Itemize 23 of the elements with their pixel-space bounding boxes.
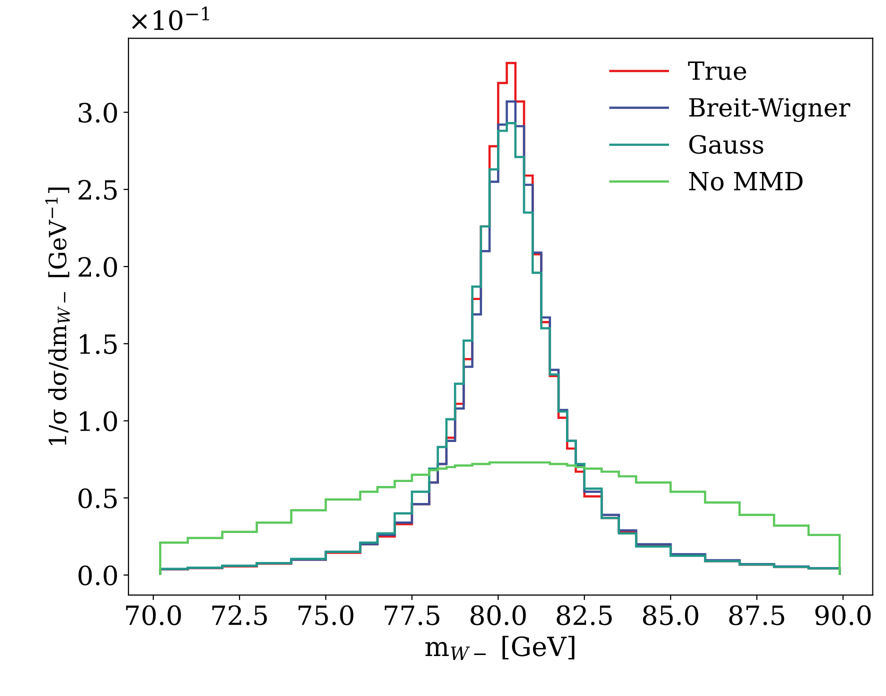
- y-tick-label: 2.5: [78, 180, 117, 200]
- y-tick-label: 0.0: [78, 565, 117, 586]
- x-tick-label: 85.0: [643, 605, 698, 626]
- legend-label: No MMD: [689, 172, 803, 191]
- x-tick-label: 70.0: [126, 605, 181, 626]
- x-tick-label: 87.5: [729, 605, 784, 626]
- x-tick-label: 75.0: [298, 605, 354, 626]
- legend-label: True: [688, 62, 746, 80]
- y-tick-label: 0.5: [78, 488, 117, 508]
- text: ×10$^{−1}$: [132, 6, 210, 30]
- x-tick-label: 82.5: [556, 605, 612, 626]
- y-tick-label: 1.0: [80, 411, 117, 432]
- y-tick-label: 2.0: [78, 256, 117, 277]
- x-tick-label: 80.0: [470, 605, 526, 626]
- y-tick-label: 3.0: [78, 102, 117, 123]
- legend-label: Breit-Wigner: [689, 98, 850, 122]
- x-tick-label: 77.5: [384, 606, 440, 626]
- x-tick-label: 72.5: [212, 605, 267, 626]
- y-tick-label: 1.5: [80, 334, 117, 354]
- legend-label: Gauss: [689, 134, 764, 154]
- x-tick-label: 90.0: [815, 605, 871, 626]
- x-axis-title: m$_{W−}$ [GeV]: [425, 636, 574, 660]
- y-axis-title: 1/σ dσ/dm$_{W−}$ [GeV$^{−1}$]: [45, 188, 70, 445]
